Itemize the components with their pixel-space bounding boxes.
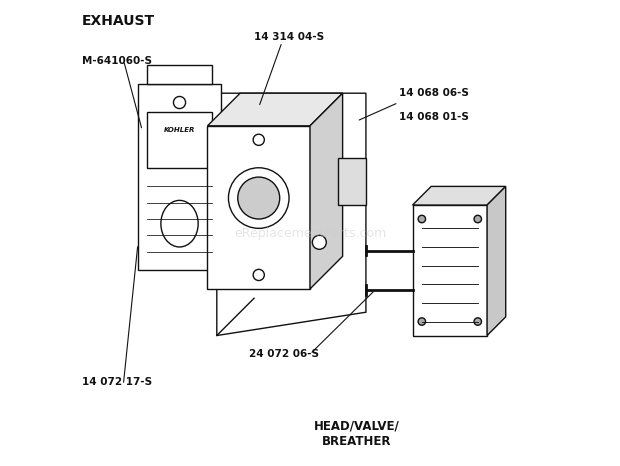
Circle shape	[312, 235, 326, 249]
Text: 14 072 17-S: 14 072 17-S	[82, 377, 152, 387]
Text: KOHLER: KOHLER	[164, 128, 195, 133]
Circle shape	[174, 96, 185, 109]
Text: M-641060-S: M-641060-S	[82, 55, 152, 66]
Circle shape	[474, 215, 482, 223]
Text: eReplacementParts.com: eReplacementParts.com	[234, 226, 386, 240]
Circle shape	[418, 318, 425, 325]
Text: HEAD/VALVE/
BREATHER: HEAD/VALVE/ BREATHER	[314, 419, 399, 448]
Ellipse shape	[161, 200, 198, 247]
Bar	[138, 84, 221, 270]
Circle shape	[238, 177, 280, 219]
Circle shape	[418, 215, 425, 223]
Circle shape	[228, 168, 289, 228]
Text: 14 068 01-S: 14 068 01-S	[399, 111, 469, 122]
Text: 14 068 06-S: 14 068 06-S	[399, 88, 469, 98]
Bar	[208, 126, 310, 289]
Polygon shape	[487, 186, 506, 336]
Polygon shape	[208, 93, 343, 126]
Bar	[147, 112, 212, 168]
Text: EXHAUST: EXHAUST	[82, 14, 155, 28]
Circle shape	[253, 269, 264, 281]
Bar	[412, 205, 487, 336]
Polygon shape	[412, 186, 506, 205]
Bar	[147, 65, 212, 84]
Polygon shape	[338, 158, 366, 205]
Text: 24 072 06-S: 24 072 06-S	[249, 349, 319, 359]
Circle shape	[253, 134, 264, 145]
Circle shape	[474, 318, 482, 325]
Polygon shape	[217, 93, 366, 336]
Polygon shape	[310, 93, 343, 289]
Text: 14 314 04-S: 14 314 04-S	[254, 32, 324, 42]
